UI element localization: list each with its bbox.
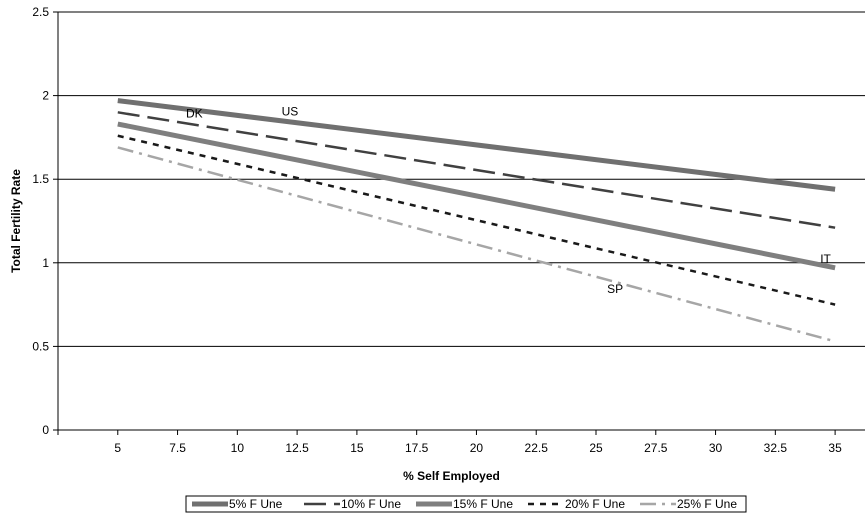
legend-box [185,495,747,513]
x-tick-label: 15 [350,441,364,455]
annotation-label: US [282,105,299,119]
series-line-1 [117,98,836,192]
x-tick-label: 25 [589,441,603,455]
x-tick-label: 27.5 [644,441,668,455]
series-line-2 [117,111,836,229]
annotation-label: DK [186,106,203,120]
legend-label: 25% F Une [677,497,737,511]
x-axis-title: % Self Employed [403,469,500,483]
y-tick-label: 0.5 [32,339,49,353]
y-axis-title: Total Fertility Rate [9,169,23,273]
x-tick-label: 30 [709,441,723,455]
annotation-label: SP [607,282,623,296]
y-tick-label: 2.5 [32,5,49,19]
x-tick-label: 20 [470,441,484,455]
x-tick-label: 35 [828,441,842,455]
x-tick-label: 22.5 [525,441,549,455]
x-tick-label: 10 [231,441,245,455]
x-tick-label: 32.5 [764,441,788,455]
legend-label: 20% F Une [565,497,625,511]
x-tick-label: 5 [114,441,121,455]
legend-label: 15% F Une [453,497,513,511]
series-line-3 [117,121,836,271]
y-tick-label: 2 [42,89,49,103]
x-tick-label: 12.5 [285,441,309,455]
y-tick-label: 1.5 [32,172,49,186]
annotation-label: IT [820,252,831,266]
x-tick-label: 17.5 [405,441,429,455]
legend-label: 10% F Une [341,497,401,511]
legend-label: 5% F Une [229,497,283,511]
x-tick-label: 7.5 [169,441,186,455]
y-tick-label: 1 [42,256,49,270]
y-tick-label: 0 [42,423,49,437]
series-line-4 [117,134,836,306]
